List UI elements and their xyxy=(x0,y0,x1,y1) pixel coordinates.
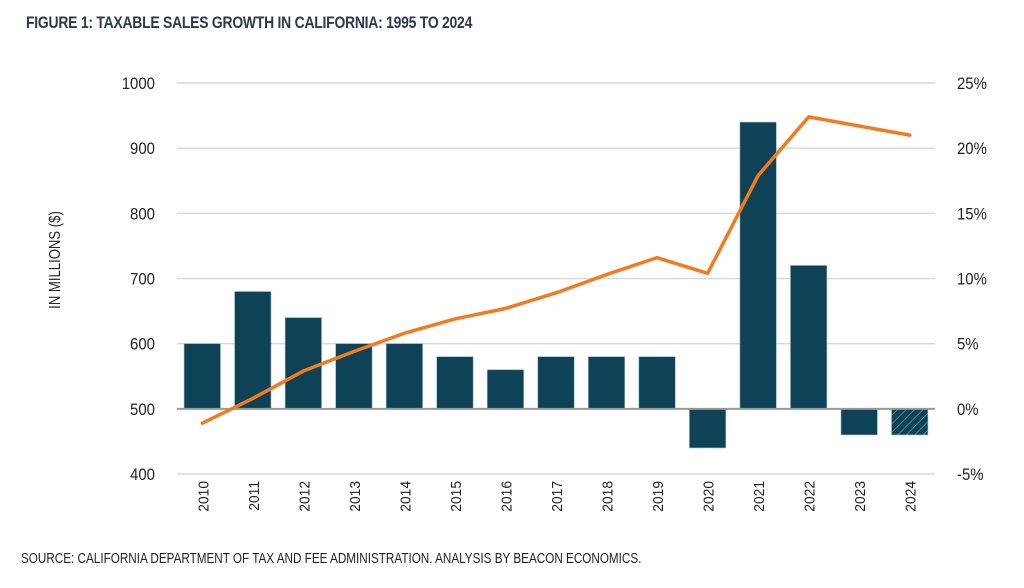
x-tick-label: 2019 xyxy=(651,481,668,512)
x-tick-label: 2016 xyxy=(499,481,516,512)
bar-2023 xyxy=(840,408,878,436)
y-tick-label: 600 xyxy=(130,336,155,354)
y2-tick-label: 15% xyxy=(957,206,987,224)
y-tick-label: 800 xyxy=(130,206,155,224)
y-tick-label: 400 xyxy=(130,466,155,484)
bar-2011 xyxy=(234,291,272,410)
left-axis-ticks: 400 500 600 700 800 900 1000 xyxy=(122,75,155,484)
y2-tick-label: 25% xyxy=(957,75,987,93)
x-tick-label: 2018 xyxy=(600,481,617,512)
x-tick-label: 2011 xyxy=(246,481,263,511)
x-tick-label: 2013 xyxy=(347,481,364,512)
bar-2017 xyxy=(537,356,575,410)
line-series xyxy=(200,115,912,425)
y2-tick-label: 5% xyxy=(957,336,979,354)
x-tick-label: 2012 xyxy=(297,481,314,512)
bar-2012 xyxy=(284,317,322,410)
y-tick-label: 500 xyxy=(130,401,155,419)
bar-2010 xyxy=(183,343,221,410)
x-tick-label: 2014 xyxy=(398,481,415,512)
bar-2013 xyxy=(335,343,373,410)
y-tick-label: 900 xyxy=(130,140,155,158)
x-tick-label: 2023 xyxy=(853,481,870,512)
y2-tick-label: 20% xyxy=(957,140,987,158)
y-axis-label: IN MILLIONS ($) xyxy=(47,211,64,309)
y2-tick-label: -5% xyxy=(957,466,984,484)
x-tick-label: 2020 xyxy=(701,481,718,512)
y2-tick-label: 0% xyxy=(957,401,979,419)
bar-2018 xyxy=(588,356,626,410)
chart-title: FIGURE 1: TAXABLE SALES GROWTH IN CALIFO… xyxy=(26,13,473,32)
bar-2024 xyxy=(891,408,929,436)
x-axis-ticks: 2010 2011 2012 2013 2014 2015 2016 2017 2018 2019… xyxy=(196,481,920,512)
bar-2016 xyxy=(486,369,524,410)
source-note: SOURCE: CALIFORNIA DEPARTMENT OF TAX AND… xyxy=(21,550,642,567)
x-tick-label: 2017 xyxy=(550,481,567,512)
bar-2019 xyxy=(638,356,676,410)
bar-series xyxy=(183,121,929,449)
right-axis-ticks: -5% 0% 5% 10% 15% 20% 25% xyxy=(957,75,987,484)
x-tick-label: 2021 xyxy=(752,481,769,512)
x-tick-label: 2015 xyxy=(448,481,465,512)
bar-2021 xyxy=(739,121,777,410)
bar-2015 xyxy=(436,356,474,410)
bar-2014 xyxy=(385,343,423,410)
y2-tick-label: 10% xyxy=(957,271,987,289)
bar-2022 xyxy=(790,265,828,410)
y-tick-label: 700 xyxy=(130,271,155,289)
x-tick-label: 2022 xyxy=(802,481,819,512)
y-tick-label: 1000 xyxy=(122,75,155,93)
x-tick-label: 2024 xyxy=(903,481,920,512)
x-tick-label: 2010 xyxy=(196,481,213,512)
bar-2020 xyxy=(689,408,727,449)
